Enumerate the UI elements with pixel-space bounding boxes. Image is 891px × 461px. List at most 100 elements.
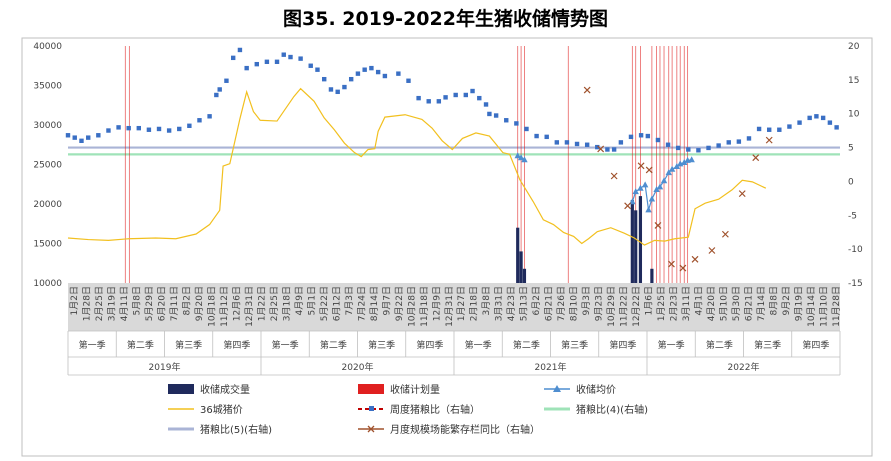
year-label: 2021年 xyxy=(535,361,567,373)
weekly-ratio-point xyxy=(355,71,361,76)
avg-price-point xyxy=(641,181,649,188)
x-tick-label: 5月8日 xyxy=(131,286,142,315)
weekly-ratio-point xyxy=(436,99,442,104)
y-left-tick-label: 20000 xyxy=(33,200,62,210)
quarter-label: 第二季 xyxy=(127,339,154,351)
breeding-yoy-marker xyxy=(708,247,716,254)
weekly-ratio-point xyxy=(177,126,182,132)
quarter-label: 第四季 xyxy=(802,339,829,351)
x-tick-label: 10月18日 xyxy=(206,286,217,327)
avg-price-point xyxy=(637,184,644,191)
weekly-ratio-point xyxy=(230,55,236,61)
legend-label: 收储计划量 xyxy=(390,383,440,396)
y-left-tick-label: 40000 xyxy=(33,42,62,52)
x-tick-label: 5月29日 xyxy=(144,286,155,321)
y-left-tick-label: 35000 xyxy=(33,82,62,92)
weekly-ratio-point xyxy=(564,140,570,145)
weekly-ratio-point xyxy=(820,115,826,121)
x-tick-label: 4月23日 xyxy=(506,286,517,321)
x-tick-label: 9月20日 xyxy=(194,286,205,321)
x-tick-label: 6月21日 xyxy=(544,286,555,321)
weekly-ratio-point xyxy=(116,125,121,130)
year-label: 2019年 xyxy=(149,361,181,373)
weekly-ratio-point xyxy=(827,120,833,125)
breeding-yoy-marker xyxy=(654,222,662,229)
avg-price-point xyxy=(668,165,676,172)
weekly-ratio-point xyxy=(470,88,475,94)
breeding-yoy-marker xyxy=(637,162,645,170)
avg-price-point xyxy=(656,183,664,190)
avg-price-point xyxy=(648,195,656,202)
breeding-yoy-marker xyxy=(691,255,699,263)
legend-swatch-breeding-marker xyxy=(367,425,375,433)
breeding-yoy-marker xyxy=(668,260,675,268)
avg-price-point xyxy=(629,198,636,205)
weekly-ratio-point xyxy=(655,137,661,143)
weekly-ratio-point xyxy=(342,84,347,90)
weekly-ratio-point xyxy=(595,144,600,150)
x-tick-label: 7月26日 xyxy=(556,286,567,321)
avg-price-point xyxy=(660,177,668,184)
x-tick-label: 9月3日 xyxy=(581,286,592,315)
quarter-label: 第二季 xyxy=(513,339,540,351)
weekly-ratio-point xyxy=(426,99,431,104)
x-tick-label: 1月28日 xyxy=(81,286,92,321)
weekly-ratio-point xyxy=(665,142,671,147)
legend-swatch-avg-marker xyxy=(553,385,561,392)
breeding-yoy-marker xyxy=(738,190,746,198)
weekly-ratio-point xyxy=(726,140,731,145)
year-label: 2022年 xyxy=(728,361,760,373)
deal-volume-bar xyxy=(519,251,523,283)
y-left-tick-label: 25000 xyxy=(33,161,62,171)
breeding-yoy-marker xyxy=(624,202,632,210)
breeding-yoy-marker xyxy=(645,166,653,174)
x-tick-label: 3月8日 xyxy=(481,286,492,315)
breeding-yoy-marker xyxy=(610,172,618,180)
x-tick-label: 7月14日 xyxy=(756,286,767,321)
quarter-label: 第三季 xyxy=(175,339,202,351)
x-tick-label: 1月2日 xyxy=(69,286,80,315)
x-tick-label: 12月31日 xyxy=(444,286,455,327)
weekly-ratio-point xyxy=(807,115,812,121)
weekly-ratio-point xyxy=(618,140,624,145)
weekly-ratio-point xyxy=(224,78,229,83)
weekly-ratio-point xyxy=(675,145,681,151)
weekly-ratio-point xyxy=(787,124,792,129)
weekly-ratio-point xyxy=(396,71,401,76)
breeding-yoy-marker xyxy=(721,230,729,238)
breeding-yoy-marker xyxy=(583,86,591,94)
deal-volume-bar xyxy=(638,196,643,283)
x-tick-label: 5月13日 xyxy=(519,286,530,321)
x-tick-label: 12月22日 xyxy=(631,286,642,327)
weekly-ratio-point xyxy=(584,142,590,147)
weekly-ratio-point xyxy=(514,121,519,126)
avg-price-point xyxy=(517,154,525,161)
weekly-ratio-point xyxy=(274,59,280,64)
legend-label: 猪粮比(5)(右轴) xyxy=(200,423,272,436)
x-tick-label: 5月30日 xyxy=(731,286,742,321)
breeding-yoy-marker xyxy=(679,264,687,272)
x-tick-label: 2月25日 xyxy=(269,286,280,321)
quarter-label: 第四季 xyxy=(416,339,443,351)
x-tick-label: 11月10日 xyxy=(819,286,830,327)
x-tick-label: 9月19日 xyxy=(794,286,805,321)
weekly-ratio-point xyxy=(79,138,84,143)
avg-price-point xyxy=(681,158,688,165)
weekly-ratio-point xyxy=(335,89,340,95)
x-tick-label: 1月6日 xyxy=(644,286,655,315)
quarter-label: 第一季 xyxy=(465,339,492,351)
deal-volume-bar xyxy=(522,268,527,283)
weekly-ratio-point xyxy=(156,126,162,132)
chart-title: 图35. 2019-2022年生猪收储情势图 xyxy=(283,8,608,30)
weekly-ratio-point xyxy=(686,147,691,152)
x-tick-label: 11月18日 xyxy=(419,286,430,327)
weekly-ratio-point xyxy=(207,114,212,119)
weekly-ratio-point xyxy=(369,65,374,71)
weekly-ratio-point xyxy=(483,102,489,107)
x-tick-label: 6月2日 xyxy=(531,286,542,315)
legend-label: 收储成交量 xyxy=(200,383,250,396)
weekly-ratio-point xyxy=(706,145,711,151)
x-tick-label: 6月12日 xyxy=(331,286,342,321)
legend-label: 收储均价 xyxy=(576,383,616,396)
weekly-ratio-point xyxy=(136,125,141,131)
